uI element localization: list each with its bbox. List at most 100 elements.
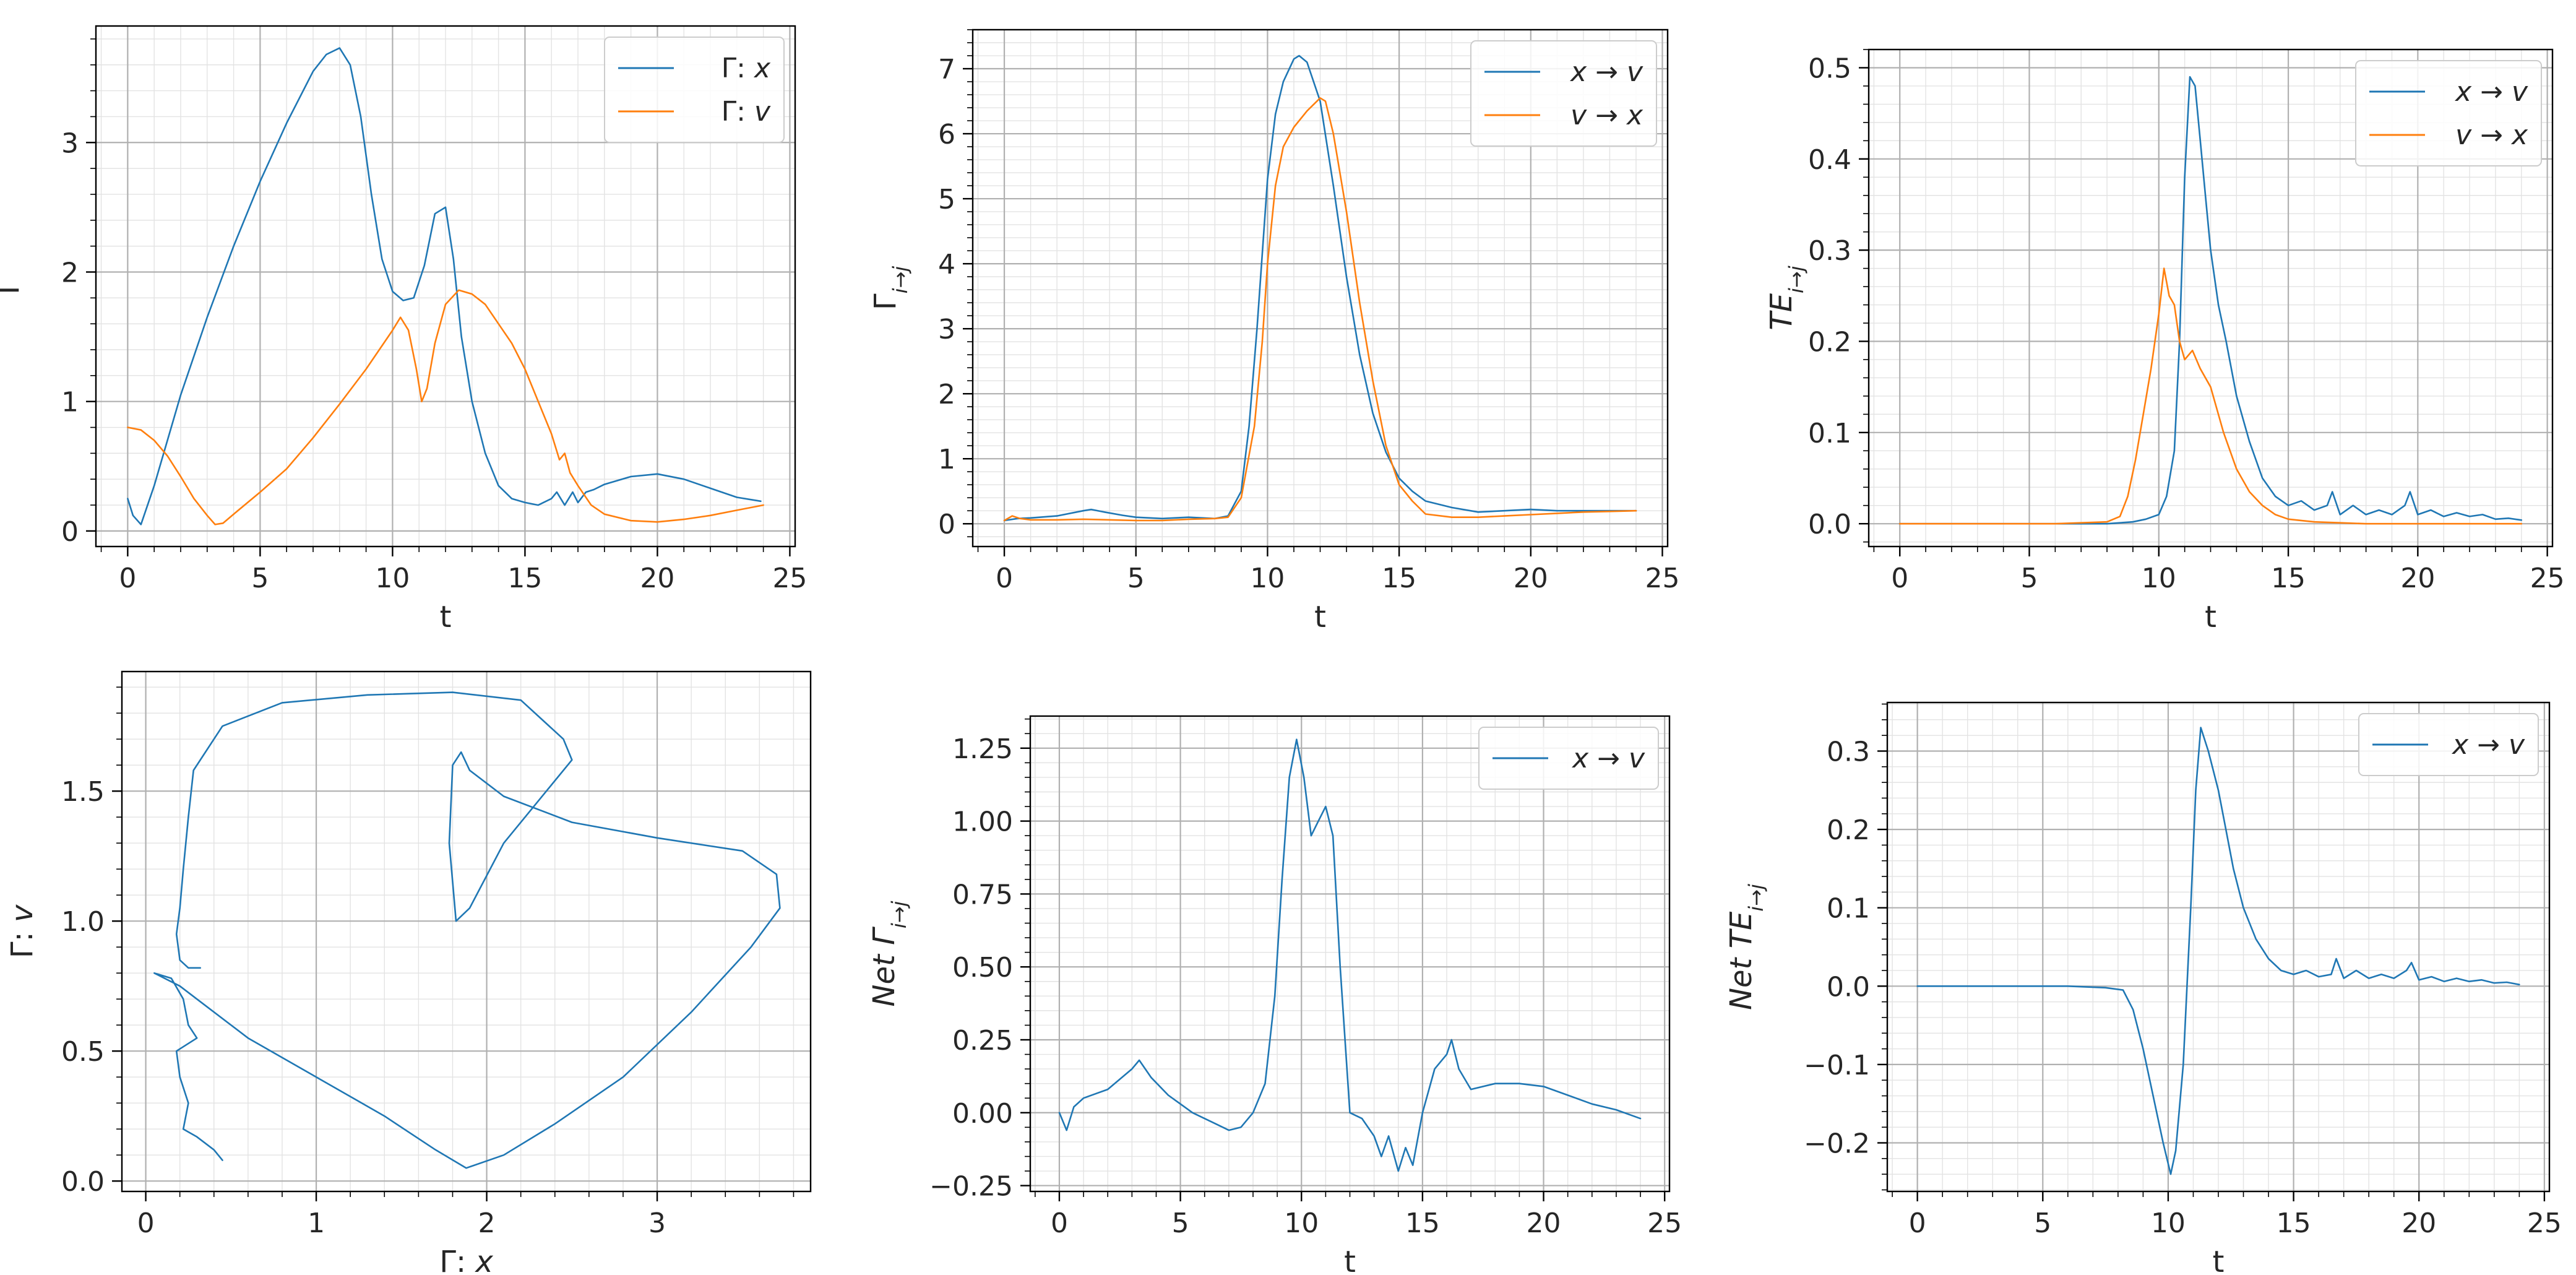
x-tick-label: 15 <box>1405 1208 1440 1239</box>
y-tick-label: −0.1 <box>1804 1050 1870 1081</box>
plot-frame <box>1867 48 2554 548</box>
x-tick-label: 10 <box>1284 1208 1319 1239</box>
y-tick-label: 0.0 <box>1827 971 1870 1003</box>
x-axis-label: Γ: x <box>439 1245 493 1275</box>
y-tick-label: 3 <box>61 127 79 159</box>
plot-frame <box>121 670 812 1193</box>
legend-label: x → v <box>2454 76 2528 108</box>
y-tick-label: 0.3 <box>1827 736 1870 767</box>
y-axis-label: Net Γi→j <box>867 901 911 1006</box>
y-axis-label: Net TEi→j <box>1724 884 1768 1010</box>
y-tick-label: 0.5 <box>61 1036 105 1068</box>
legend-label: v → x <box>2455 119 2528 151</box>
y-tick-label: 0.0 <box>61 1166 105 1198</box>
x-tick-label: 0 <box>1051 1208 1068 1239</box>
y-tick-label: 3 <box>938 314 955 345</box>
x-tick-label: 10 <box>2142 563 2176 594</box>
plot-frame <box>1029 715 1671 1193</box>
x-tick-label: 2 <box>478 1208 496 1239</box>
x-tick-label: 25 <box>1647 1208 1682 1239</box>
legend-box <box>604 37 785 143</box>
y-tick-label: 1 <box>61 387 79 418</box>
y-tick-label: 0.3 <box>1808 235 1851 267</box>
x-axis-label: t <box>2205 600 2216 634</box>
x-tick-label: 25 <box>772 563 807 594</box>
grid <box>1869 49 2552 547</box>
x-tick-label: 0 <box>1891 563 1908 594</box>
y-tick-label: 2 <box>938 379 955 410</box>
plot-frame <box>971 28 1669 548</box>
x-tick-label: 0 <box>137 1208 155 1239</box>
y-tick-label: 0 <box>61 516 79 548</box>
x-tick-label: 20 <box>1527 1208 1561 1239</box>
x-tick-label: 5 <box>2034 1208 2051 1239</box>
x-tick-label: 20 <box>2402 1208 2436 1239</box>
series-line-2 <box>1003 97 1637 522</box>
x-tick-label: 25 <box>2527 1208 2562 1239</box>
y-tick-label: 0.1 <box>1827 893 1870 925</box>
series-line-1 <box>1058 738 1642 1172</box>
legend-box <box>2358 713 2539 776</box>
panel-3: 0 5 10 15 20 25 0.0 0.1 0.2 0.3 0.4 0.5 t TEi→j x → v v… <box>1764 48 2565 634</box>
x-tick-label: 5 <box>1172 1208 1189 1239</box>
y-tick-label: 5 <box>938 184 955 215</box>
y-tick-label: 2 <box>61 257 79 288</box>
legend-label: v → x <box>1570 100 1643 131</box>
y-tick-label: 0.2 <box>1827 815 1870 846</box>
y-tick-label: 0.5 <box>1808 53 1851 84</box>
x-axis-label: t <box>1314 600 1326 634</box>
x-tick-label: 20 <box>640 563 674 594</box>
series-line-1 <box>153 691 781 1169</box>
legend: x → v <box>2358 713 2539 776</box>
y-tick-label: 1.0 <box>61 906 105 938</box>
x-tick-label: 5 <box>251 563 269 594</box>
y-tick-label: 0 <box>938 509 955 540</box>
x-tick-label: 10 <box>375 563 410 594</box>
series-line-2 <box>1898 267 2523 525</box>
grid <box>122 672 811 1191</box>
x-tick-label: 15 <box>2271 563 2306 594</box>
y-axis-label: TEi→j <box>1764 266 1808 330</box>
series-line-2 <box>127 289 764 525</box>
y-tick-label: 0.0 <box>1808 509 1851 540</box>
x-axis-label: t <box>440 600 452 634</box>
series-line-1 <box>1003 54 1637 522</box>
series-line-1 <box>127 47 762 525</box>
legend-box <box>1470 40 1657 147</box>
legend-label: x → v <box>1571 743 1645 774</box>
x-tick-label: 25 <box>2530 563 2565 594</box>
legend: Γ: x Γ: v <box>604 37 785 143</box>
legend-box <box>2355 60 2542 166</box>
x-tick-label: 0 <box>1909 1208 1926 1239</box>
y-tick-label: 0.50 <box>952 952 1013 983</box>
panel-4: 0 1 2 3 0.0 0.5 1.0 1.5 Γ: x Γ: v <box>5 670 812 1275</box>
panel-1: 0 5 10 15 20 25 0 1 2 3 t Γ Γ: x Γ: v <box>0 25 807 634</box>
y-tick-label: 0.2 <box>1808 326 1851 358</box>
y-tick-label: 1.5 <box>61 776 105 808</box>
x-tick-label: 5 <box>2021 563 2038 594</box>
y-tick-label: 1.00 <box>952 806 1013 838</box>
y-tick-label: 0.4 <box>1808 144 1851 176</box>
grid <box>1030 716 1669 1191</box>
panel-5: 0 5 10 15 20 25 −0.25 0.00 0.25 0.50 0.75 1.00 1.25 t… <box>867 715 1682 1275</box>
y-tick-label: 1 <box>938 444 955 475</box>
x-tick-label: 15 <box>1382 563 1416 594</box>
y-axis-label: Γ: v <box>5 904 40 958</box>
x-tick-label: 20 <box>1514 563 1548 594</box>
x-tick-label: 15 <box>507 563 542 594</box>
y-tick-label: 1.25 <box>952 733 1013 765</box>
x-tick-label: 3 <box>648 1208 666 1239</box>
x-tick-label: 5 <box>1127 563 1145 594</box>
legend-label: Γ: x <box>722 53 771 84</box>
y-axis-label: Γi→j <box>868 266 912 310</box>
x-tick-label: 0 <box>119 563 136 594</box>
y-axis-label: Γ <box>0 278 26 295</box>
legend-label: Γ: v <box>722 96 771 127</box>
legend: x → v v → x <box>2355 60 2542 166</box>
x-tick-label: 10 <box>1250 563 1285 594</box>
y-tick-label: 4 <box>938 249 955 280</box>
x-tick-label: 25 <box>1645 563 1679 594</box>
panel-6: 0 5 10 15 20 25 −0.2 −0.1 0.0 0.1 0.2 0.3 t Net TEi→j… <box>1724 701 2562 1275</box>
plot-frame <box>1886 701 2551 1193</box>
